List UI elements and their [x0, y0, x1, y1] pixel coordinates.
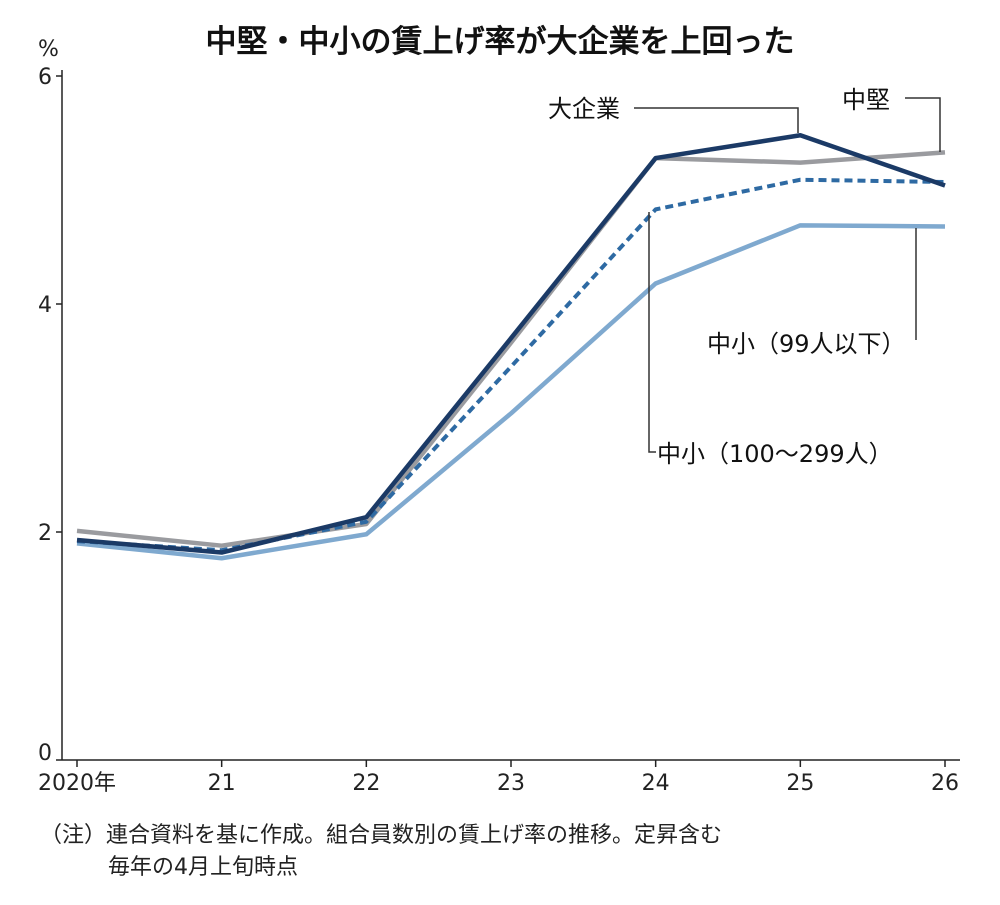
series-line-2	[76, 177, 946, 553]
leader-large	[634, 107, 799, 133]
y-tick-label: 0	[38, 741, 52, 766]
x-tick-label: 21	[208, 771, 236, 796]
series-line-3	[76, 133, 946, 555]
x-tick-label: 26	[931, 771, 959, 796]
y-tick-label: 6	[38, 65, 52, 90]
label-small-99: 中小（99人以下）	[707, 330, 906, 358]
leader-small-100	[648, 212, 656, 453]
series-line-1	[76, 223, 946, 561]
note-line-2: 毎年の4月上旬時点	[108, 855, 298, 880]
chart-title: 中堅・中小の賃上げ率が大企業を上回った	[206, 24, 795, 60]
label-midsize: 中堅	[842, 86, 890, 114]
x-tick-label: 2020年	[38, 771, 116, 796]
series-line-0	[76, 150, 946, 548]
note-line-1: （注）連合資料を基に作成。組合員数別の賃上げ率の推移。定昇含む	[40, 823, 722, 848]
x-tick-label: 24	[642, 771, 670, 796]
leader-midsize	[905, 97, 941, 152]
x-tick-label: 23	[497, 771, 525, 796]
y-tick-label: 4	[38, 293, 52, 318]
label-small-100: 中小（100〜299人）	[657, 440, 893, 468]
x-tick-label: 25	[786, 771, 814, 796]
y-tick-label: 2	[38, 521, 52, 546]
label-large: 大企業	[548, 95, 620, 123]
y-axis-unit: %	[38, 37, 59, 62]
x-tick-label: 22	[352, 771, 380, 796]
